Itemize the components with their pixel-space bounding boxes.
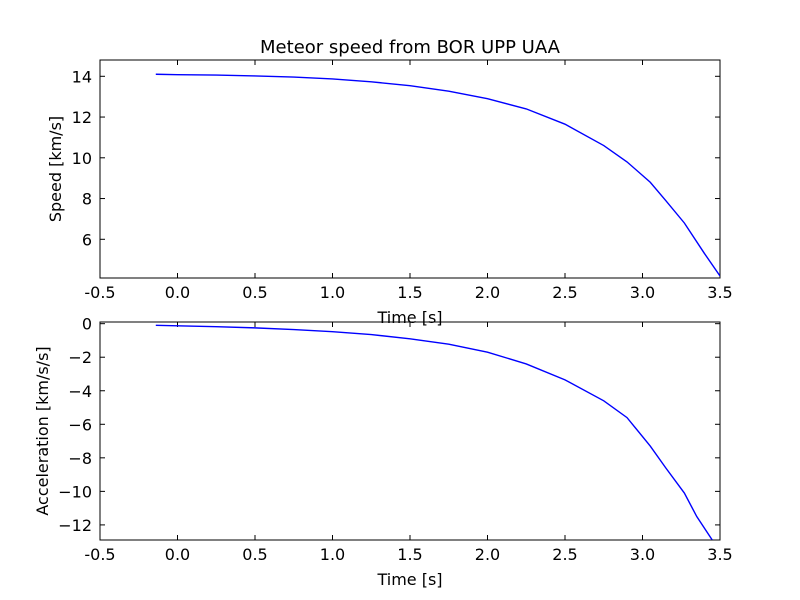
acceleration-x-tick-label: 0.0	[165, 545, 190, 564]
acceleration-x-tick-label: -0.5	[84, 545, 115, 564]
acceleration-y-tick-label: −8	[68, 449, 92, 468]
acceleration-x-tick-label: 3.5	[707, 545, 732, 564]
acceleration-y-tick-label: −2	[68, 348, 92, 367]
speed-x-tick-label: 2.5	[552, 283, 577, 302]
speed-x-tick-label: 3.0	[630, 283, 655, 302]
acceleration-y-tick-label: −6	[68, 415, 92, 434]
acceleration-y-tick-label: −4	[68, 382, 92, 401]
acceleration-y-tick-label: −10	[58, 482, 92, 501]
speed-x-tick-label: -0.5	[84, 283, 115, 302]
speed-y-tick-label: 8	[82, 190, 92, 209]
speed-x-tick-label: 0.0	[165, 283, 190, 302]
acceleration-y-tick-label: 0	[82, 315, 92, 334]
speed-y-axis-label: Speed [km/s]	[46, 116, 65, 222]
acceleration-x-tick-label: 1.5	[397, 545, 422, 564]
acceleration-x-axis-label: Time [s]	[376, 570, 442, 589]
speed-x-tick-label: 1.0	[320, 283, 345, 302]
acceleration-x-tick-label: 0.5	[242, 545, 267, 564]
speed-x-tick-label: 3.5	[707, 283, 732, 302]
speed-y-tick-label: 6	[82, 230, 92, 249]
acceleration-y-axis-label: Acceleration [km/s/s]	[33, 346, 52, 515]
speed-x-tick-label: 1.5	[397, 283, 422, 302]
speed-series-line	[155, 73, 720, 277]
acceleration-x-tick-label: 2.0	[475, 545, 500, 564]
speed-y-tick-label: 12	[72, 108, 92, 127]
speed-x-tick-label: 2.0	[475, 283, 500, 302]
acceleration-x-tick-label: 3.0	[630, 545, 655, 564]
acceleration-plot: -0.5 0.0 0.5 1.0 1.5 2.0 2.5 3.0 3.5 0 −2 −4 −6 −8 −10…	[33, 315, 733, 589]
speed-plot: -0.5 0.0 0.5 1.0 1.5 2.0 2.5 3.0 3.568101214Time…	[46, 59, 733, 327]
speed-y-tick-label: 14	[72, 67, 92, 86]
acceleration-x-tick-label: 2.5	[552, 545, 577, 564]
acceleration-y-tick-label: −12	[58, 516, 92, 535]
speed-x-tick-label: 0.5	[242, 283, 267, 302]
acceleration-x-tick-label: 1.0	[320, 545, 345, 564]
speed-y-tick-label: 10	[72, 149, 92, 168]
chart-title: Meteor speed from BOR UPP UAA	[260, 37, 561, 58]
acceleration-series-line	[155, 324, 713, 540]
